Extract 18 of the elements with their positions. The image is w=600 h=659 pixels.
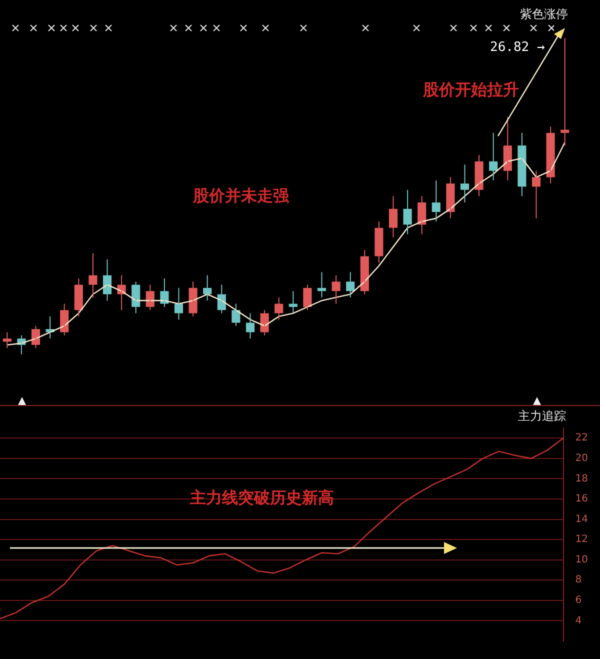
annotation: 股价并未走强 — [193, 186, 289, 207]
annotation: 主力线突破历史新高 — [190, 488, 334, 509]
y-tick-label: 6 — [575, 595, 582, 606]
y-tick-label: 22 — [575, 432, 588, 444]
y-tick-label: 18 — [575, 473, 588, 484]
candlestick — [460, 164, 470, 203]
y-tick-label: 8 — [575, 574, 582, 586]
y-tick-label: 14 — [575, 514, 588, 525]
candlestick — [560, 37, 570, 146]
text: 紫色涨停 — [520, 6, 568, 23]
annotation: 26.82 → — [490, 40, 545, 55]
y-tick-label: 12 — [575, 534, 588, 546]
y-tick-label: 20 — [575, 453, 588, 464]
annotation: 股价开始拉升 — [423, 80, 519, 101]
y-tick-label: 10 — [575, 554, 588, 566]
y-tick-label: 16 — [575, 494, 588, 505]
y-tick-label: 4 — [575, 615, 582, 626]
text: 主力追踪 — [518, 408, 566, 425]
